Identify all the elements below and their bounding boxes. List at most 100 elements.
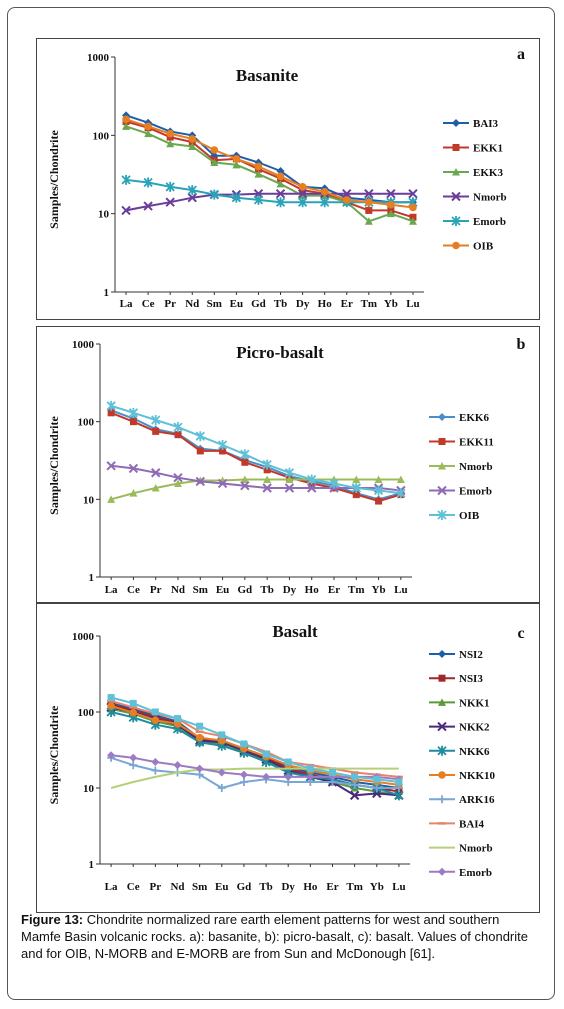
basanite-y-tick-label: 100 (93, 130, 110, 142)
basalt-y-tick-label: 1000 (72, 631, 95, 643)
basanite-nmorb-line (125, 192, 413, 212)
basalt-x-tick-label: Lu (392, 881, 405, 893)
basalt-unlabeled-point (306, 765, 314, 773)
basalt-x-tick-label: Tb (259, 881, 272, 893)
picro-basalt-emorb-point (151, 468, 161, 478)
basanite-nmorb-point (121, 205, 131, 216)
basalt-unlabeled-point (395, 778, 403, 786)
basalt-nkk2-legend-marker (437, 721, 447, 732)
basanite-ekk3-point (210, 158, 219, 166)
basalt-nkk2-legend-label: NKK2 (459, 722, 490, 734)
basanite-nmorb-point (386, 188, 396, 199)
basalt-nkk1-legend-marker (438, 698, 446, 706)
figure-caption: Figure 13: Chondrite normalized rare ear… (21, 911, 541, 962)
basalt-x-tick-label: Tm (346, 881, 363, 893)
picro-basalt-ekk11-point (152, 427, 160, 435)
basalt-ark16-legend-label: ARK16 (459, 794, 495, 806)
basanite-oib-point (188, 135, 197, 143)
basalt-ark16-point (151, 766, 160, 775)
basanite-oib-point (365, 198, 373, 207)
picro-basalt-nmorb-point (129, 489, 138, 497)
basanite-x-tick-label: Tb (274, 298, 287, 310)
basalt-nkk10-point (217, 736, 226, 745)
picro-basalt-oib-point (217, 440, 228, 451)
basanite-nmorb-legend-marker (451, 191, 461, 202)
basalt-ark16-point (350, 780, 359, 789)
basalt-unlabeled-point (329, 768, 336, 776)
basanite-oib-point (210, 146, 219, 154)
picro-basalt-x-tick-label: Ho (305, 584, 320, 596)
basanite-ekk1-point (365, 206, 373, 214)
basalt-y-tick-label: 1 (89, 859, 95, 871)
basalt-unlabeled-point (240, 740, 248, 748)
picro-basalt-y-tick-label: 1000 (72, 339, 95, 351)
picro-basalt-y-tick-label: 100 (78, 417, 95, 429)
basanite-emorb-point (231, 192, 242, 203)
picro-basalt-nmorb-point (151, 483, 160, 492)
basanite-emorb-point (320, 197, 330, 208)
basalt-unlabeled-point (174, 715, 181, 723)
picro-basalt-nmorb-legend-marker (438, 462, 446, 470)
basanite-ekk3-legend-marker (452, 168, 460, 176)
basalt-ark16-point (217, 784, 226, 792)
basalt-ark16-legend-marker (438, 795, 446, 804)
basanite-oib-point (254, 162, 263, 171)
picro-basalt-y-tick-label: 1 (89, 572, 95, 584)
basalt-unlabeled-point (196, 722, 204, 730)
basalt-x-tick-label: Gd (237, 881, 252, 893)
basalt-ark16-point (129, 761, 138, 770)
picro-basalt-x-tick-label: Eu (216, 584, 229, 596)
basanite-ekk3-point (298, 191, 307, 200)
basanite-ekk3-point (122, 122, 131, 130)
picro-basalt-ekk11-legend-label: EKK11 (459, 437, 494, 449)
basalt-nsi3-legend-label: NSI3 (459, 673, 483, 685)
basanite-oib-point (387, 200, 395, 209)
basanite-ekk3-point (166, 139, 175, 148)
basalt-x-tick-label: Pr (150, 881, 162, 893)
basanite-nmorb-point (364, 188, 374, 199)
basalt-nkk1-legend-label: NKK1 (459, 697, 490, 709)
picro-basalt-oib-point (373, 485, 384, 496)
chart-basalt: 1 10 100 1000 La Ce Pr Nd Sm Eu Gd Tb Dy Ho Er Tm Yb Lu Sa… (47, 622, 525, 893)
basanite-ekk3-point (188, 142, 197, 151)
basanite-x-tick-label: Pr (164, 298, 176, 310)
basalt-x-tick-label: Sm (192, 881, 207, 893)
picro-basalt-oib-line (110, 404, 402, 495)
basalt-nkk10-point (151, 716, 160, 725)
picro-basalt-oib-point (106, 400, 116, 411)
basanite-x-tick-label: Gd (251, 298, 266, 310)
basanite-bai3-legend-label: BAI3 (473, 118, 499, 130)
chart-basanite: 1 10 100 1000 La Ce Pr Nd Sm Eu Gd Tb Dy Ho Er Tm Yb Lu Sa… (47, 46, 525, 310)
picro-basalt-emorb-point (262, 483, 272, 493)
picro-basalt-oib-point (262, 459, 272, 470)
basalt-nkk10-legend-label: NKK10 (459, 770, 496, 782)
picro-basalt-ekk11-point (196, 447, 204, 455)
basanite-x-tick-label: Ho (318, 298, 333, 310)
picro-basalt-x-tick-label: Pr (150, 584, 162, 596)
basanite-x-tick-label: Yb (384, 298, 398, 310)
basanite-nmorb-point (297, 188, 308, 199)
basalt-emorb-point (239, 770, 248, 779)
basanite-oib-point (276, 172, 285, 181)
basalt-unlabeled-point (129, 699, 137, 707)
basanite-x-tick-label: Tm (361, 298, 378, 310)
basalt-panel-letter: c (517, 625, 524, 642)
basanite-emorb-point (253, 194, 264, 205)
basalt-emorb-point (195, 764, 204, 773)
basalt-x-tick-label: Dy (281, 881, 295, 893)
basalt-bai4-legend-label: BAI4 (459, 818, 485, 830)
basalt-unlabeled-point (351, 773, 359, 781)
picro-basalt-emorb-legend-marker (437, 485, 447, 496)
picro-basalt-oib-point (284, 467, 295, 478)
picro-basalt-x-tick-label: Tm (348, 584, 365, 596)
basalt-emorb-point (151, 757, 160, 766)
basanite-nmorb-point (342, 188, 352, 199)
caption-text: Chondrite normalized rare earth element … (21, 912, 528, 961)
picro-basalt-y-axis-label: Samples/Chondrite (47, 415, 61, 514)
basalt-ark16-point (372, 784, 381, 792)
basalt-nkk6-point (394, 790, 404, 801)
picro-basalt-ekk11-point (375, 497, 383, 505)
picro-basalt-oib-point (195, 431, 205, 442)
picro-basalt-panel-letter: b (517, 336, 526, 353)
basanite-ekk3-point (254, 170, 263, 178)
